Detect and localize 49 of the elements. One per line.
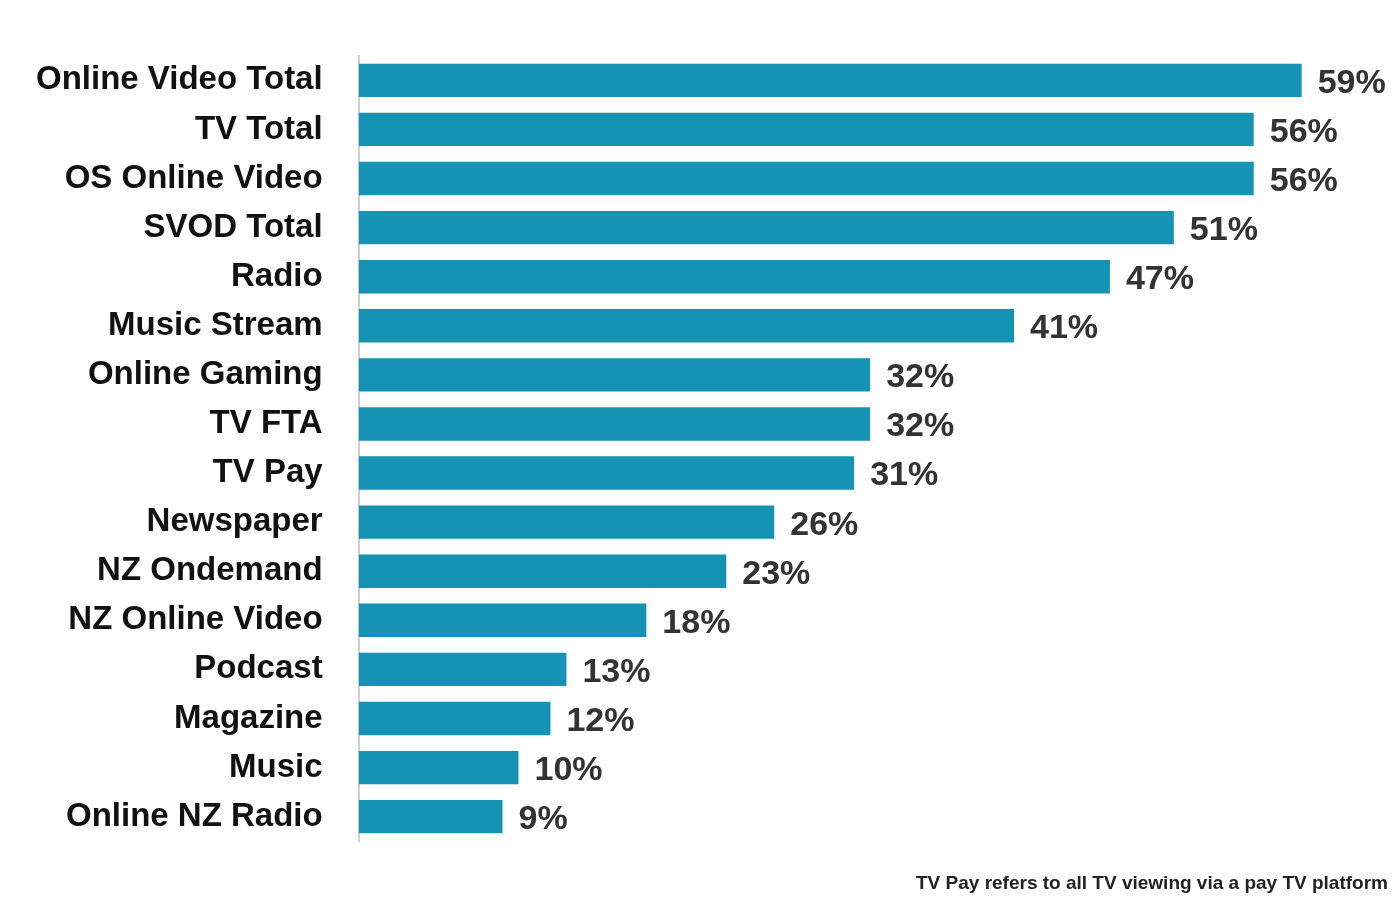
text: TV Pay refers to all TV viewing via a pay TV platform xyxy=(916,871,1388,893)
y-tick-label: Magazine xyxy=(174,697,323,735)
y-tick-label: OS Online Video xyxy=(64,157,323,195)
data-label: 32% xyxy=(886,405,955,444)
data-label: 12% xyxy=(566,699,635,738)
y-tick-label: Music xyxy=(229,746,323,784)
data-label: 9% xyxy=(518,798,568,837)
data-label: 56% xyxy=(1269,110,1338,149)
y-tick-label: SVOD Total xyxy=(143,206,323,244)
data-label: 26% xyxy=(790,503,859,542)
y-tick-label: Online Video Total xyxy=(36,59,323,97)
data-label: 51% xyxy=(1189,208,1258,247)
data-label: 10% xyxy=(534,748,603,787)
y-tick-label: NZ Online Video xyxy=(68,599,323,637)
data-label: 59% xyxy=(1317,61,1386,100)
y-tick-label: Podcast xyxy=(194,648,323,686)
bar xyxy=(358,161,1254,196)
bar xyxy=(358,701,551,736)
bar xyxy=(358,505,775,539)
data-label: 56% xyxy=(1269,159,1338,198)
data-label: 18% xyxy=(662,601,731,640)
bar xyxy=(358,260,1110,294)
y-tick-label: TV Total xyxy=(194,108,323,146)
bar xyxy=(358,799,503,834)
bar xyxy=(358,407,871,441)
bar xyxy=(358,750,519,785)
y-tick-label: Radio xyxy=(230,255,323,293)
data-label: 32% xyxy=(886,356,955,395)
y-tick-label: Music Stream xyxy=(108,304,323,342)
data-label: 31% xyxy=(870,454,939,493)
y-tick-label: TV FTA xyxy=(209,403,323,441)
data-label: 41% xyxy=(1029,307,1099,346)
data-label: 23% xyxy=(742,552,811,591)
y-tick-label: TV Pay xyxy=(212,452,324,490)
bar xyxy=(358,652,567,687)
data-label: 13% xyxy=(582,650,651,689)
data-label: 47% xyxy=(1125,258,1194,297)
bar xyxy=(358,554,727,588)
y-tick-label: Online Gaming xyxy=(87,353,323,391)
y-tick-label: Online NZ Radio xyxy=(65,795,323,833)
bar xyxy=(358,112,1254,147)
y-tick-label: NZ Ondemand xyxy=(97,550,323,588)
y-tick-label: Newspaper xyxy=(146,501,323,539)
bar xyxy=(358,456,855,490)
bar xyxy=(358,210,1174,245)
bar xyxy=(358,63,1302,98)
bar xyxy=(358,358,871,392)
bar xyxy=(358,309,1014,343)
bar xyxy=(358,603,647,637)
